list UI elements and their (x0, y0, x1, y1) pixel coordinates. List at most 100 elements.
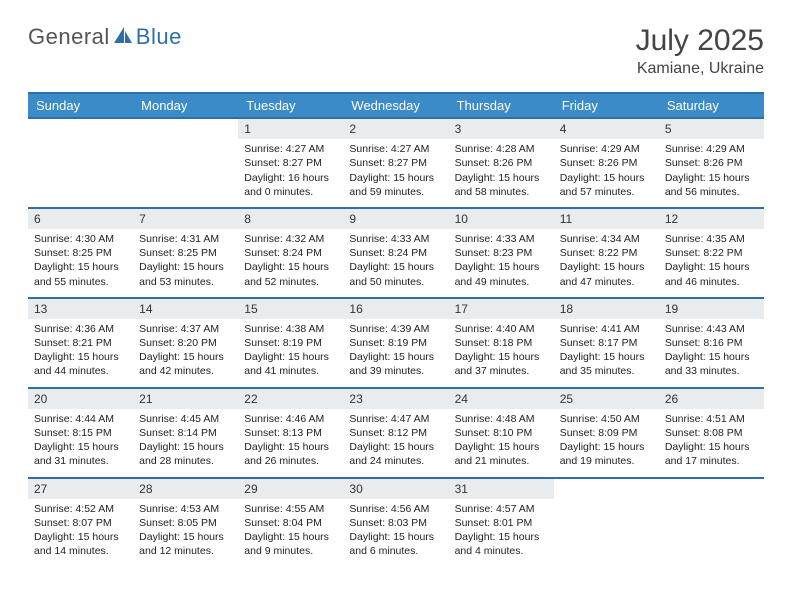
sunrise-text: Sunrise: 4:31 AM (139, 232, 232, 246)
daylight1-text: Daylight: 15 hours (244, 530, 337, 544)
daylight2-text: and 41 minutes. (244, 364, 337, 378)
day-number: 3 (449, 119, 554, 139)
calendar-cell: 11Sunrise: 4:34 AMSunset: 8:22 PMDayligh… (554, 209, 659, 297)
daylight2-text: and 0 minutes. (244, 185, 337, 199)
day-number: 2 (343, 119, 448, 139)
daylight1-text: Daylight: 15 hours (34, 530, 127, 544)
day-number: 25 (554, 389, 659, 409)
daylight1-text: Daylight: 15 hours (560, 350, 653, 364)
sunset-text: Sunset: 8:12 PM (349, 426, 442, 440)
day-number: 17 (449, 299, 554, 319)
sunset-text: Sunset: 8:22 PM (560, 246, 653, 260)
day-number: 9 (343, 209, 448, 229)
sunrise-text: Sunrise: 4:56 AM (349, 502, 442, 516)
calendar-cell: 26Sunrise: 4:51 AMSunset: 8:08 PMDayligh… (659, 389, 764, 477)
day-number: 15 (238, 299, 343, 319)
calendar-cell: 23Sunrise: 4:47 AMSunset: 8:12 PMDayligh… (343, 389, 448, 477)
calendar-cell: 18Sunrise: 4:41 AMSunset: 8:17 PMDayligh… (554, 299, 659, 387)
calendar-cell: 5Sunrise: 4:29 AMSunset: 8:26 PMDaylight… (659, 119, 764, 207)
calendar-week: 20Sunrise: 4:44 AMSunset: 8:15 PMDayligh… (28, 387, 764, 477)
calendar-cell: 21Sunrise: 4:45 AMSunset: 8:14 PMDayligh… (133, 389, 238, 477)
sunset-text: Sunset: 8:17 PM (560, 336, 653, 350)
daylight1-text: Daylight: 16 hours (244, 171, 337, 185)
sunset-text: Sunset: 8:26 PM (560, 156, 653, 170)
daylight1-text: Daylight: 15 hours (560, 440, 653, 454)
sunset-text: Sunset: 8:26 PM (455, 156, 548, 170)
month-title: July 2025 (636, 24, 764, 58)
sunrise-text: Sunrise: 4:30 AM (34, 232, 127, 246)
calendar-cell: 24Sunrise: 4:48 AMSunset: 8:10 PMDayligh… (449, 389, 554, 477)
sunset-text: Sunset: 8:27 PM (349, 156, 442, 170)
sunrise-text: Sunrise: 4:43 AM (665, 322, 758, 336)
calendar-cell: 9Sunrise: 4:33 AMSunset: 8:24 PMDaylight… (343, 209, 448, 297)
sunset-text: Sunset: 8:20 PM (139, 336, 232, 350)
weekday-header: Wednesday (343, 94, 448, 117)
calendar-cell: 1Sunrise: 4:27 AMSunset: 8:27 PMDaylight… (238, 119, 343, 207)
calendar-cell (554, 479, 659, 567)
daylight2-text: and 26 minutes. (244, 454, 337, 468)
daylight1-text: Daylight: 15 hours (34, 260, 127, 274)
calendar-cell (133, 119, 238, 207)
calendar: Sunday Monday Tuesday Wednesday Thursday… (28, 92, 764, 566)
sunset-text: Sunset: 8:18 PM (455, 336, 548, 350)
daylight2-text: and 19 minutes. (560, 454, 653, 468)
day-number: 18 (554, 299, 659, 319)
weekday-header: Tuesday (238, 94, 343, 117)
sunrise-text: Sunrise: 4:45 AM (139, 412, 232, 426)
day-number: 16 (343, 299, 448, 319)
calendar-cell (659, 479, 764, 567)
sunrise-text: Sunrise: 4:39 AM (349, 322, 442, 336)
calendar-cell: 20Sunrise: 4:44 AMSunset: 8:15 PMDayligh… (28, 389, 133, 477)
daylight1-text: Daylight: 15 hours (349, 350, 442, 364)
daylight1-text: Daylight: 15 hours (244, 260, 337, 274)
daylight2-text: and 53 minutes. (139, 275, 232, 289)
sail-icon (112, 25, 134, 50)
header: General Blue July 2025 Kamiane, Ukraine (28, 24, 764, 78)
daylight1-text: Daylight: 15 hours (665, 440, 758, 454)
daylight1-text: Daylight: 15 hours (455, 440, 548, 454)
day-number: 30 (343, 479, 448, 499)
daylight2-text: and 56 minutes. (665, 185, 758, 199)
day-number: 27 (28, 479, 133, 499)
sunrise-text: Sunrise: 4:27 AM (244, 142, 337, 156)
calendar-cell (28, 119, 133, 207)
daylight1-text: Daylight: 15 hours (349, 530, 442, 544)
sunrise-text: Sunrise: 4:35 AM (665, 232, 758, 246)
sunset-text: Sunset: 8:07 PM (34, 516, 127, 530)
daylight1-text: Daylight: 15 hours (34, 350, 127, 364)
day-number: 5 (659, 119, 764, 139)
sunset-text: Sunset: 8:22 PM (665, 246, 758, 260)
sunset-text: Sunset: 8:23 PM (455, 246, 548, 260)
title-block: July 2025 Kamiane, Ukraine (636, 24, 764, 78)
calendar-cell: 30Sunrise: 4:56 AMSunset: 8:03 PMDayligh… (343, 479, 448, 567)
sunset-text: Sunset: 8:19 PM (244, 336, 337, 350)
daylight1-text: Daylight: 15 hours (139, 440, 232, 454)
daylight1-text: Daylight: 15 hours (244, 350, 337, 364)
day-number: 13 (28, 299, 133, 319)
logo-text-blue: Blue (136, 24, 182, 50)
daylight2-text: and 39 minutes. (349, 364, 442, 378)
day-number: 1 (238, 119, 343, 139)
weekday-header: Monday (133, 94, 238, 117)
daylight2-text: and 57 minutes. (560, 185, 653, 199)
calendar-cell: 25Sunrise: 4:50 AMSunset: 8:09 PMDayligh… (554, 389, 659, 477)
daylight1-text: Daylight: 15 hours (349, 260, 442, 274)
daylight1-text: Daylight: 15 hours (139, 260, 232, 274)
logo-text-general: General (28, 24, 110, 50)
day-number: 20 (28, 389, 133, 409)
day-number: 23 (343, 389, 448, 409)
day-number: 26 (659, 389, 764, 409)
daylight2-text: and 35 minutes. (560, 364, 653, 378)
daylight2-text: and 12 minutes. (139, 544, 232, 558)
daylight1-text: Daylight: 15 hours (665, 350, 758, 364)
day-number: 14 (133, 299, 238, 319)
sunset-text: Sunset: 8:19 PM (349, 336, 442, 350)
daylight2-text: and 50 minutes. (349, 275, 442, 289)
sunrise-text: Sunrise: 4:52 AM (34, 502, 127, 516)
daylight1-text: Daylight: 15 hours (455, 350, 548, 364)
sunset-text: Sunset: 8:21 PM (34, 336, 127, 350)
sunset-text: Sunset: 8:25 PM (34, 246, 127, 260)
sunrise-text: Sunrise: 4:33 AM (455, 232, 548, 246)
sunrise-text: Sunrise: 4:53 AM (139, 502, 232, 516)
day-number: 11 (554, 209, 659, 229)
